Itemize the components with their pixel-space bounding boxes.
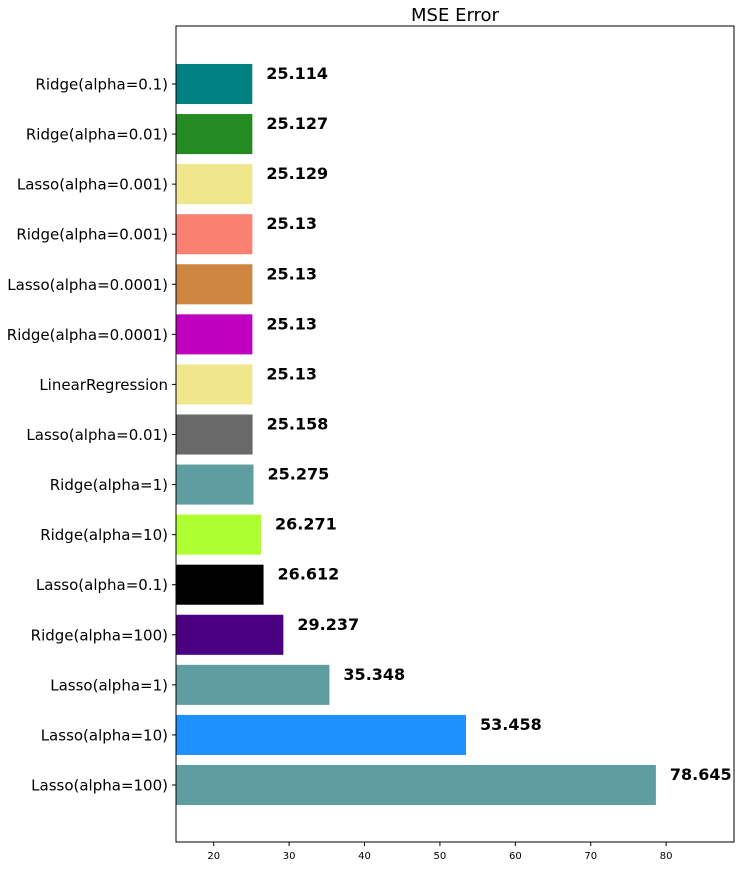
category-label-6: LinearRegression xyxy=(39,376,168,394)
bar-10 xyxy=(176,564,264,605)
category-label-14: Lasso(alpha=100) xyxy=(31,777,168,795)
bar-3 xyxy=(176,214,253,255)
category-label-12: Lasso(alpha=1) xyxy=(50,676,168,694)
value-label-1: 25.127 xyxy=(266,114,328,133)
x-tick-label-3: 50 xyxy=(434,851,447,862)
category-label-5: Ridge(alpha=0.0001) xyxy=(7,326,168,344)
category-label-8: Ridge(alpha=1) xyxy=(50,476,168,494)
value-label-11: 29.237 xyxy=(297,615,359,634)
bar-7 xyxy=(176,414,253,455)
value-label-14: 78.645 xyxy=(670,765,732,784)
category-label-3: Ridge(alpha=0.001) xyxy=(16,226,168,244)
value-label-2: 25.129 xyxy=(266,164,328,183)
value-label-0: 25.114 xyxy=(266,64,328,83)
bar-13 xyxy=(176,714,466,755)
category-label-0: Ridge(alpha=0.1) xyxy=(35,76,168,94)
bar-12 xyxy=(176,664,330,705)
category-label-9: Ridge(alpha=10) xyxy=(40,526,168,544)
bar-11 xyxy=(176,614,284,655)
value-label-5: 25.13 xyxy=(266,314,317,333)
category-label-2: Lasso(alpha=0.001) xyxy=(17,176,168,194)
value-label-7: 25.158 xyxy=(267,415,329,434)
category-label-4: Lasso(alpha=0.0001) xyxy=(7,276,168,294)
category-label-10: Lasso(alpha=0.1) xyxy=(36,576,168,594)
y-axis: Ridge(alpha=0.1) Ridge(alpha=0.01) Lasso(a… xyxy=(7,76,176,795)
bar-14 xyxy=(176,764,656,806)
bar-6 xyxy=(176,364,253,405)
value-label-8: 25.275 xyxy=(267,465,329,484)
plot-frame xyxy=(175,25,735,843)
chart-title: MSE Error xyxy=(411,5,500,26)
bar-5 xyxy=(176,314,253,355)
category-label-7: Lasso(alpha=0.01) xyxy=(26,426,168,444)
value-label-4: 25.13 xyxy=(266,264,317,283)
bar-2 xyxy=(176,164,253,205)
bar-0 xyxy=(176,63,253,105)
x-tick-label-6: 80 xyxy=(660,851,673,862)
value-label-6: 25.13 xyxy=(266,364,317,383)
category-label-1: Ridge(alpha=0.01) xyxy=(26,126,168,144)
x-tick-label-2: 40 xyxy=(358,851,371,862)
x-axis: 20 30 40 50 60 70 80 xyxy=(207,842,673,862)
x-tick-label-1: 30 xyxy=(283,851,296,862)
value-label-12: 35.348 xyxy=(343,665,405,684)
value-label-3: 25.13 xyxy=(266,214,317,233)
bar-8 xyxy=(176,464,254,505)
value-labels-layer: 25.114 25.127 25.129 25.13 25.13 25.13 25.13 25… xyxy=(266,64,731,784)
value-label-9: 26.271 xyxy=(275,515,337,534)
bars-layer xyxy=(176,63,656,806)
bar-4 xyxy=(176,264,253,305)
bar-9 xyxy=(176,514,261,555)
category-label-13: Lasso(alpha=10) xyxy=(41,726,168,744)
x-tick-label-4: 60 xyxy=(509,851,522,862)
x-tick-label-0: 20 xyxy=(207,851,220,862)
x-tick-label-5: 70 xyxy=(584,851,597,862)
value-label-13: 53.458 xyxy=(480,715,542,734)
value-label-10: 26.612 xyxy=(278,565,340,584)
bar-1 xyxy=(176,114,253,155)
category-label-11: Ridge(alpha=100) xyxy=(31,626,168,644)
